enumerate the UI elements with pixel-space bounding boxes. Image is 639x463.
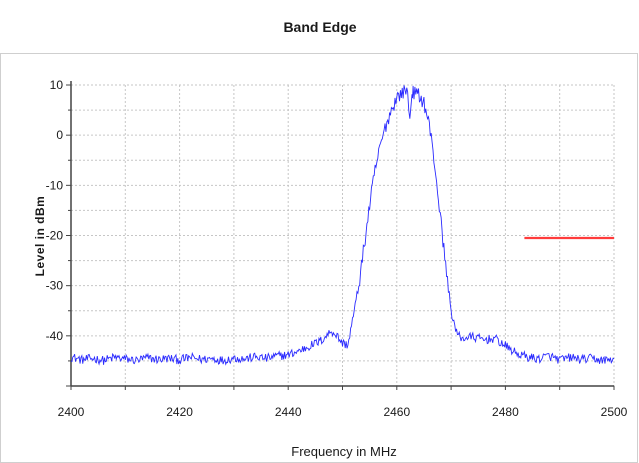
y-tick-label: 0 bbox=[56, 128, 63, 142]
y-tick-label: -20 bbox=[46, 229, 64, 243]
chart-title: Band Edge bbox=[283, 19, 356, 35]
x-tick-label: 2400 bbox=[58, 405, 85, 419]
label-layer: 10 0 -10 -20 -30 -40 2400 2420 2440 2460 2480 2500 bbox=[46, 78, 628, 419]
x-tick-label: 2460 bbox=[383, 405, 410, 419]
x-axis-label: Frequency in MHz bbox=[291, 444, 396, 459]
y-axis-label: Level in dBm bbox=[33, 196, 47, 277]
plot-frame bbox=[0, 53, 638, 463]
y-tick-label: -10 bbox=[46, 178, 64, 192]
axis-layer bbox=[66, 81, 615, 390]
x-tick-label: 2500 bbox=[601, 405, 628, 419]
x-tick-label: 2440 bbox=[275, 405, 302, 419]
y-tick-label: 10 bbox=[50, 78, 64, 92]
grid-layer bbox=[70, 84, 615, 387]
series-layer bbox=[70, 85, 615, 366]
y-tick-label: -30 bbox=[46, 279, 64, 293]
series-line bbox=[70, 85, 615, 366]
x-tick-label: 2420 bbox=[166, 405, 193, 419]
y-tick-label: -40 bbox=[46, 329, 64, 343]
x-tick-label: 2480 bbox=[492, 405, 519, 419]
